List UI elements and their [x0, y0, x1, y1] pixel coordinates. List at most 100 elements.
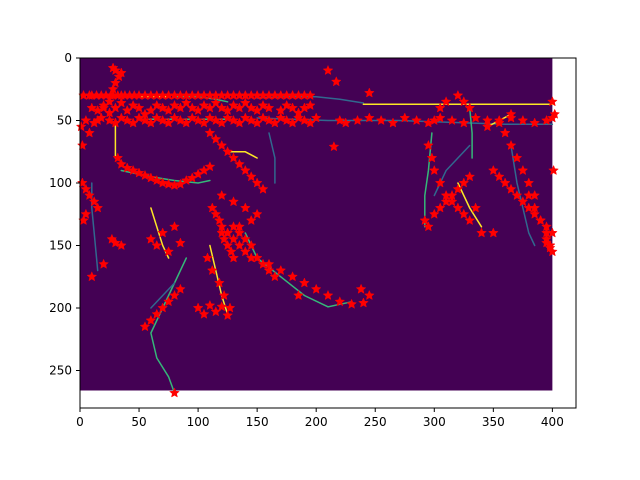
x-tick-label: 0 [76, 415, 84, 429]
x-tick-label: 400 [541, 415, 564, 429]
star-marker [210, 133, 222, 144]
star-marker [107, 83, 119, 94]
star-marker [98, 102, 110, 113]
star-marker [133, 102, 145, 113]
star-marker [434, 202, 446, 213]
star-marker [505, 139, 517, 151]
star-marker [310, 283, 322, 294]
x-tick-label: 200 [305, 415, 328, 429]
star-marker [428, 114, 440, 126]
star-marker [239, 233, 251, 244]
star-marker [257, 258, 269, 269]
x-tick-label: 300 [423, 415, 446, 429]
star-marker [352, 114, 363, 126]
star-marker [251, 177, 263, 188]
star-marker [145, 314, 157, 326]
star-marker [228, 252, 239, 263]
star-marker [499, 127, 511, 138]
star-marker [234, 158, 245, 169]
star-marker [174, 237, 186, 248]
star-marker [523, 189, 535, 201]
star-marker [198, 308, 210, 319]
star-marker [206, 202, 218, 213]
star-marker [204, 127, 216, 138]
star-marker [287, 271, 298, 282]
star-marker [216, 139, 228, 151]
star-marker [322, 289, 334, 301]
star-marker [493, 171, 505, 182]
star-marker [458, 117, 470, 128]
star-marker [411, 114, 422, 126]
star-marker [529, 202, 541, 213]
star-marker [222, 309, 234, 321]
star-marker [98, 258, 110, 269]
star-marker [213, 277, 225, 288]
edge-line [457, 182, 483, 228]
star-marker [245, 239, 257, 251]
star-marker [434, 177, 446, 188]
x-tick-label: 150 [246, 415, 269, 429]
star-marker [304, 89, 316, 101]
star-marker [387, 117, 399, 128]
star-marker [428, 164, 440, 176]
y-tick-label: 250 [49, 364, 72, 378]
star-marker [544, 242, 556, 253]
star-marker [163, 178, 174, 189]
star-marker [222, 239, 234, 251]
star-marker [523, 177, 535, 188]
star-marker [363, 87, 375, 98]
star-marker [505, 112, 517, 123]
star-marker [328, 141, 340, 152]
star-marker [452, 183, 464, 194]
star-marker [228, 152, 239, 163]
star-marker [446, 189, 458, 201]
star-marker [157, 227, 169, 238]
star-marker [192, 114, 204, 126]
x-tick-label: 350 [482, 415, 505, 429]
star-marker [434, 102, 446, 113]
star-marker [363, 112, 375, 123]
y-axis: 0 50 100 150 200 250 [49, 51, 80, 378]
star-marker [86, 271, 98, 282]
star-marker [464, 102, 476, 113]
star-marker [487, 227, 499, 238]
star-marker [239, 97, 251, 108]
star-marker [110, 77, 121, 88]
star-marker [340, 117, 352, 128]
star-marker [228, 221, 239, 232]
star-marker [287, 102, 298, 113]
star-marker [363, 289, 375, 301]
star-marker [104, 96, 115, 107]
star-marker [263, 102, 275, 113]
star-marker [210, 114, 222, 126]
star-marker [458, 177, 470, 188]
y-tick-label: 100 [49, 176, 72, 190]
star-marker [80, 208, 92, 219]
star-marker [505, 108, 517, 119]
star-marker [458, 96, 470, 107]
star-marker [304, 99, 316, 111]
star-marker [239, 246, 251, 257]
star-marker [440, 96, 452, 107]
star-marker [298, 277, 310, 288]
star-marker [358, 297, 369, 308]
star-marker [422, 139, 434, 151]
star-marker [419, 214, 431, 226]
star-marker [548, 164, 559, 176]
star-marker [210, 97, 222, 108]
star-marker [535, 214, 546, 226]
edge-line [226, 151, 258, 159]
edge-line [244, 232, 353, 308]
star-marker [107, 62, 119, 73]
star-marker [169, 289, 180, 301]
star-marker [157, 302, 169, 313]
star-marker [529, 117, 541, 128]
star-marker [458, 208, 470, 219]
star-marker [334, 296, 346, 307]
star-marker [204, 112, 216, 123]
star-marker [245, 252, 257, 263]
star-marker [482, 121, 493, 132]
y-tick-label: 150 [49, 239, 72, 253]
star-marker [239, 164, 251, 176]
edge-line [150, 282, 176, 309]
